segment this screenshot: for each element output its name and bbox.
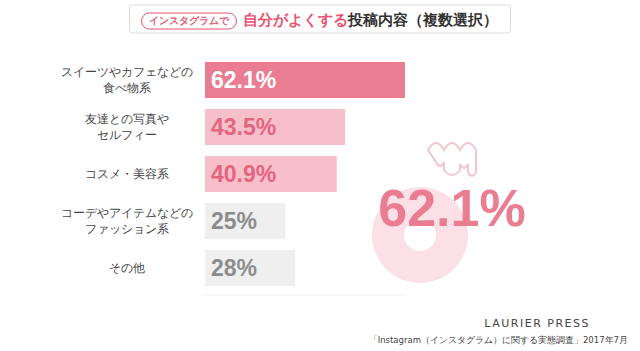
brand: LAURIER PRESS (484, 317, 590, 330)
category-line: コスメ・美容系 (85, 167, 169, 181)
category-label: コスメ・美容系 (85, 167, 169, 181)
bar (205, 203, 286, 239)
title-tag: インスタグラムで (149, 15, 230, 26)
title-frame (130, 5, 511, 33)
category-label: その他 (109, 261, 145, 275)
category-line: 食べ物系 (103, 81, 151, 95)
data-label: 43.5% (211, 114, 276, 140)
category-line: セルフィー (97, 128, 157, 142)
bar (205, 156, 337, 192)
category-line: ファッション系 (85, 222, 169, 236)
data-label: 25% (211, 208, 257, 234)
category-line: スイーツやカフェなどの (61, 65, 193, 79)
title-highlight: 自分がよくする (243, 11, 348, 29)
category-line: その他 (109, 261, 145, 275)
data-label: 40.9% (211, 161, 276, 187)
source: 「Instagram（インスタグラム）に関する実態調査」2017年7月 (369, 335, 628, 345)
title-pill (142, 13, 237, 29)
bar (205, 109, 345, 145)
bar (205, 62, 405, 98)
annotation: 62.1% (378, 179, 525, 237)
bar (205, 250, 295, 286)
labels: 62.1% スイーツやカフェなどの食べ物系 43.5% 友達との写真やセルフィー 40.… (61, 65, 276, 281)
category-line: 友達との写真や (85, 112, 169, 126)
data-label: 62.1% (211, 67, 276, 93)
title-text: 投稿内容（複数選択） (347, 11, 498, 29)
title-group: インスタグラムで 自分がよくする投稿内容（複数選択） (142, 11, 498, 29)
category-line: コーデやアイテムなどの (61, 206, 193, 220)
data-label: 28% (211, 255, 257, 281)
chart: インスタグラムで 自分がよくする投稿内容（複数選択） 62.1% スイーツやカフェなど… (0, 0, 640, 351)
category-label: コーデやアイテムなどのファッション系 (61, 206, 193, 236)
bars (205, 62, 405, 286)
x-axis-line (205, 295, 405, 296)
category-label: スイーツやカフェなどの食べ物系 (61, 65, 193, 95)
donut-drip (428, 143, 476, 176)
category-label: 友達との写真やセルフィー (85, 112, 169, 142)
